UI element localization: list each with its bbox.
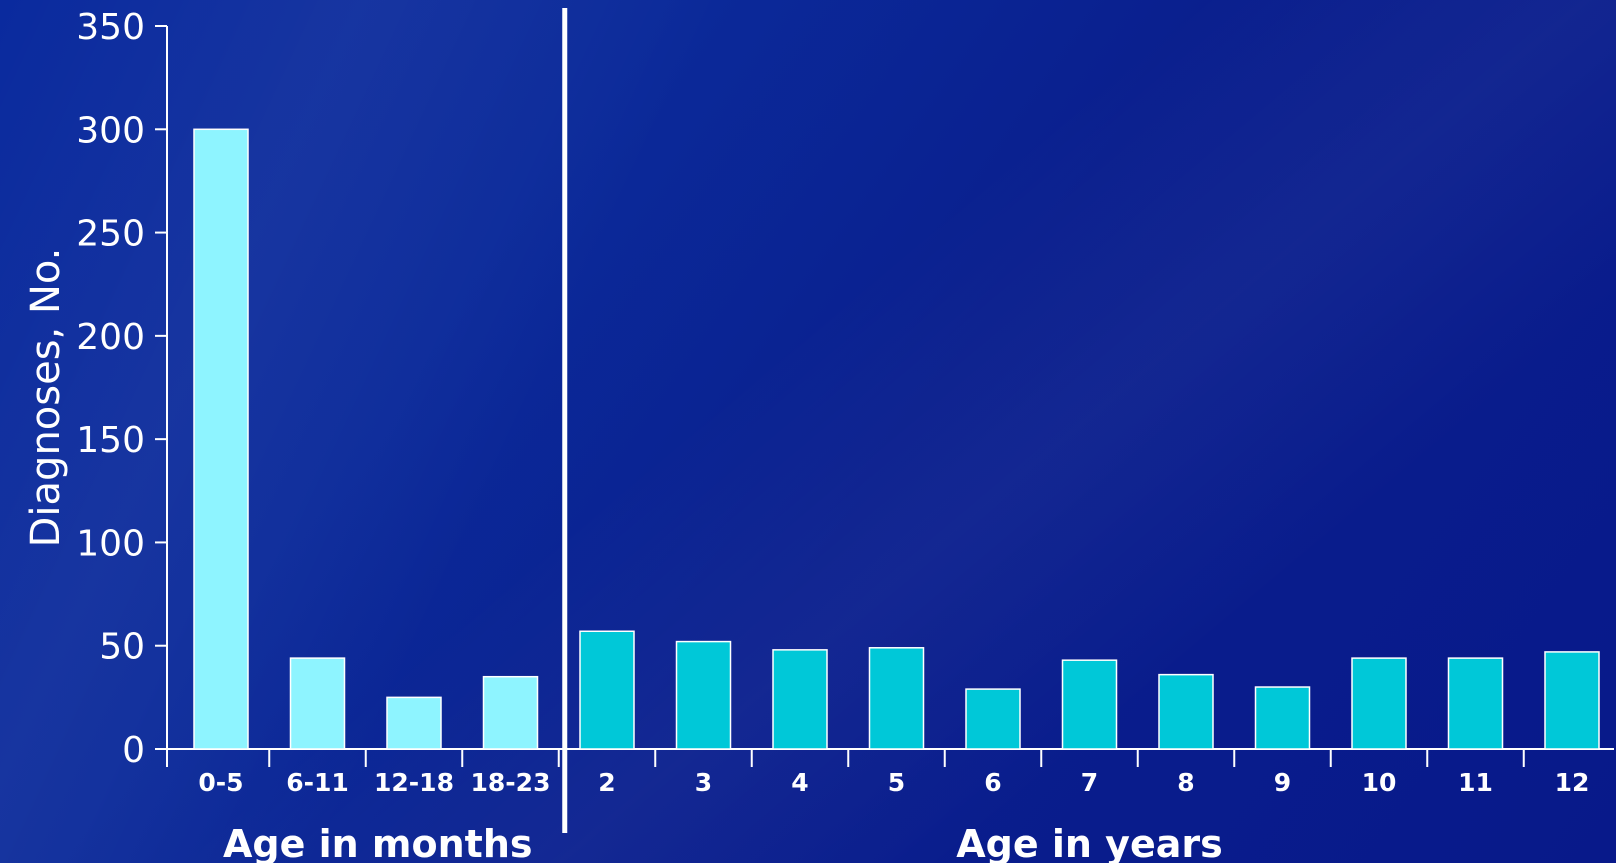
x-tick-label: 6-11 <box>286 768 349 797</box>
x-tick-labels: 0-5 6-11 12-18 18-23 2 3 4 5 6 7 8 9 10 11 12 <box>198 768 1589 797</box>
group-label-years: Age in years <box>956 822 1222 863</box>
x-tick-label: 12 <box>1555 768 1590 797</box>
x-tick-label: 5 <box>888 768 905 797</box>
y-tick-label: 150 <box>76 420 145 461</box>
y-tick-label: 350 <box>76 7 145 48</box>
group-label-months: Age in months <box>223 822 533 863</box>
x-tick-label: 18-23 <box>471 768 551 797</box>
bar-4 <box>772 649 828 750</box>
x-tick-label: 6 <box>984 768 1001 797</box>
bar-5 <box>868 647 925 750</box>
y-tick-label: 50 <box>99 627 145 668</box>
x-tick-label: 2 <box>598 768 615 797</box>
y-tick-label: 0 <box>122 730 145 771</box>
x-tick-label: 3 <box>695 768 712 797</box>
x-tick-label: 7 <box>1081 768 1098 797</box>
bar-6-11 <box>289 657 346 750</box>
x-tick-label: 10 <box>1362 768 1397 797</box>
bars <box>193 128 1600 750</box>
bar-11 <box>1447 657 1504 750</box>
y-tick-label: 250 <box>76 214 145 255</box>
y-tick-label: 200 <box>76 317 145 358</box>
x-tick-label: 0-5 <box>198 768 243 797</box>
bar-3 <box>675 640 732 750</box>
x-tick-label: 12-18 <box>374 768 454 797</box>
x-tick-label: 9 <box>1274 768 1291 797</box>
y-tick-label: 100 <box>76 523 145 564</box>
y-axis: 0 50 100 150 200 250 300 350 <box>76 7 168 771</box>
x-axis <box>166 748 1614 767</box>
bar-9 <box>1254 686 1311 750</box>
bar-8 <box>1158 673 1214 750</box>
x-tick-label: 4 <box>791 768 808 797</box>
y-axis-label: Diagnoses, No. <box>23 248 69 548</box>
bar-12 <box>1544 651 1600 750</box>
bar-7 <box>1061 659 1118 750</box>
bar-12-18 <box>386 696 442 750</box>
bar-18-23 <box>482 675 539 750</box>
bar-2 <box>579 630 635 750</box>
bar-0-5 <box>193 128 249 750</box>
x-tick-label: 11 <box>1458 768 1493 797</box>
bar-6 <box>965 688 1021 750</box>
bar-10 <box>1351 657 1407 750</box>
x-tick-label: 8 <box>1177 768 1194 797</box>
y-tick-label: 300 <box>76 110 145 151</box>
